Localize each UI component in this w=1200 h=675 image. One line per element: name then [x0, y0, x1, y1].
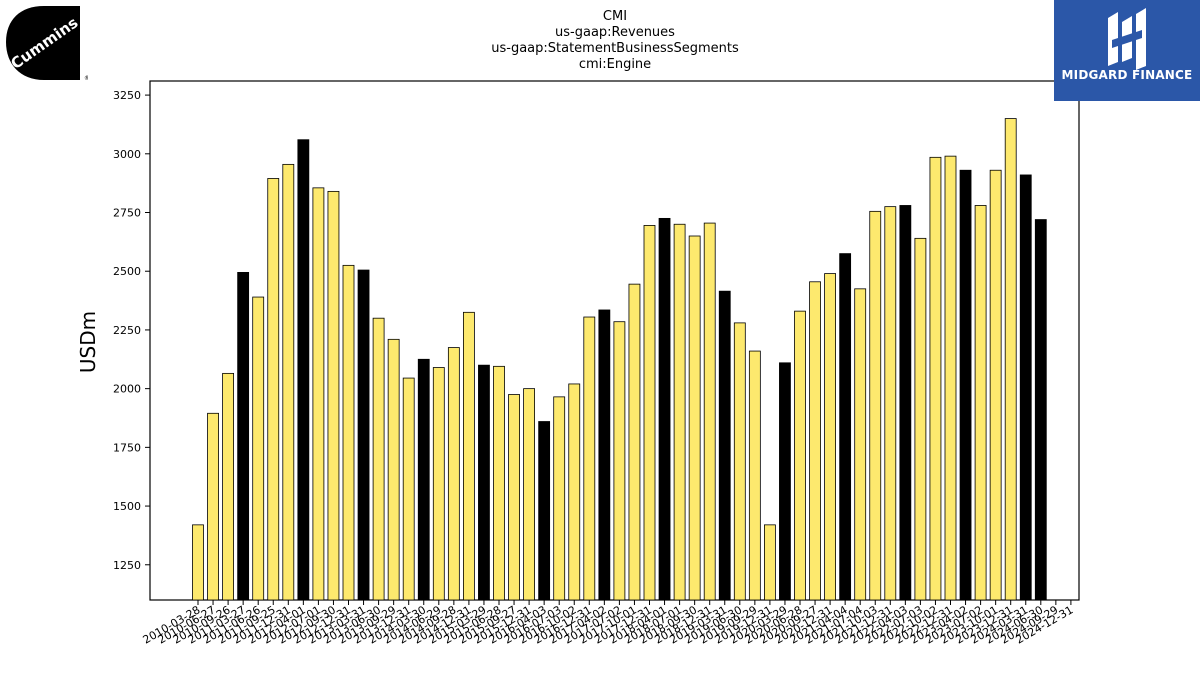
bar-2023-12-31 — [1019, 174, 1032, 601]
bar-2010-09-26 — [222, 372, 235, 601]
bar-2017-04-02 — [613, 321, 626, 601]
bar-2019-09-29 — [764, 524, 776, 601]
bar-series — [192, 118, 1047, 601]
bar-2012-07-01 — [327, 190, 340, 601]
midgard-logo-text: MIDGARD FINANCE — [1061, 68, 1193, 82]
bar-2011-09-25 — [282, 163, 295, 601]
bar-2022-04-03 — [914, 237, 927, 601]
bar-2016-04-03 — [553, 396, 566, 601]
bar-2021-04-04 — [854, 288, 867, 601]
bar-2020-09-27 — [824, 273, 836, 601]
y-tick-label: 2500 — [113, 265, 141, 278]
bar-2017-07-02 — [628, 283, 641, 601]
chart-title-line-4: cmi:Engine — [579, 57, 651, 72]
bar-2016-12-31 — [598, 309, 611, 601]
bar-2022-12-31 — [959, 169, 972, 601]
bar-2023-04-02 — [974, 205, 987, 601]
bar-2018-04-01 — [673, 223, 686, 601]
bar-2015-06-28 — [508, 394, 520, 601]
bar-2021-07-04 — [869, 210, 882, 601]
bar-2020-12-31 — [839, 253, 852, 601]
bar-2010-03-28 — [192, 524, 204, 601]
chart-title-line-3: us-gaap:StatementBusinessSegments — [491, 41, 739, 56]
bar-2012-04-01 — [312, 187, 325, 601]
y-tick-label: 2250 — [113, 324, 141, 337]
bar-2015-09-27 — [523, 388, 535, 601]
y-tick-label: 2000 — [113, 383, 141, 396]
bar-2010-06-27 — [207, 412, 219, 601]
chart-title-line-2: us-gaap:Revenues — [555, 25, 675, 40]
bar-2021-12-31 — [899, 205, 912, 601]
bar-2019-06-30 — [748, 350, 761, 601]
bar-2021-10-03 — [884, 206, 897, 601]
bar-2022-07-03 — [929, 156, 942, 601]
bar-2016-10-02 — [583, 316, 596, 601]
bar-2020-03-29 — [794, 310, 806, 601]
bar-2023-07-02 — [989, 169, 1002, 601]
y-axis-label: USDm — [76, 311, 100, 373]
bar-2017-10-01 — [643, 225, 656, 601]
bar-2019-03-31 — [733, 322, 746, 601]
y-tick-label: 1250 — [113, 559, 141, 572]
y-axis: 1250 1500 1750 2000 2250 2500 2750 3000 3250 — [113, 89, 150, 572]
bar-2014-03-30 — [432, 367, 445, 601]
bar-2024-03-31 — [1034, 219, 1047, 601]
bar-2012-12-31 — [357, 269, 370, 601]
bar-2011-12-31 — [297, 139, 310, 601]
bar-2013-12-31 — [417, 358, 430, 601]
bar-2015-12-31 — [538, 421, 551, 601]
registered-mark-icon: ® — [84, 75, 88, 82]
bar-2015-03-29 — [493, 365, 505, 601]
cummins-logo-icon: Cummins ® — [6, 6, 90, 82]
bar-2014-12-31 — [478, 364, 490, 601]
y-tick-label: 3000 — [113, 148, 141, 161]
y-tick-label: 1500 — [113, 500, 141, 513]
bar-2013-03-31 — [372, 317, 385, 601]
cummins-logo: Cummins ® — [4, 4, 90, 84]
bar-2020-06-28 — [809, 281, 821, 601]
midgard-finance-logo: MIDGARD FINANCE — [1054, 0, 1200, 101]
y-tick-label: 1750 — [113, 441, 141, 454]
bar-2022-10-02 — [944, 155, 957, 601]
bar-2016-07-03 — [568, 383, 581, 601]
bar-2014-09-28 — [462, 311, 475, 601]
bar-2018-07-01 — [688, 235, 701, 601]
bar-2010-12-31 — [237, 271, 250, 601]
chart-title-line-1: CMI — [603, 9, 627, 24]
y-tick-label: 3250 — [113, 89, 141, 102]
bar-2013-09-29 — [402, 377, 415, 601]
bar-2011-06-26 — [267, 178, 280, 601]
bar-2018-12-31 — [718, 290, 731, 601]
bar-2011-03-27 — [252, 296, 265, 601]
bar-2019-12-31 — [779, 362, 791, 601]
midgard-logo-mark-icon — [1108, 8, 1146, 70]
y-tick-label: 2750 — [113, 207, 141, 220]
bar-2017-12-31 — [658, 217, 671, 601]
bar-2013-06-30 — [387, 338, 400, 601]
bar-2012-09-30 — [342, 264, 355, 601]
bar-2014-06-29 — [447, 347, 460, 601]
chart-title-block: CMI us-gaap:Revenues us-gaap:StatementBu… — [491, 9, 739, 72]
bar-2018-09-30 — [703, 222, 716, 601]
bar-2023-10-01 — [1004, 118, 1017, 601]
x-axis: 2010-03-282010-06-272010-09-262011-03-27… — [141, 600, 1075, 647]
